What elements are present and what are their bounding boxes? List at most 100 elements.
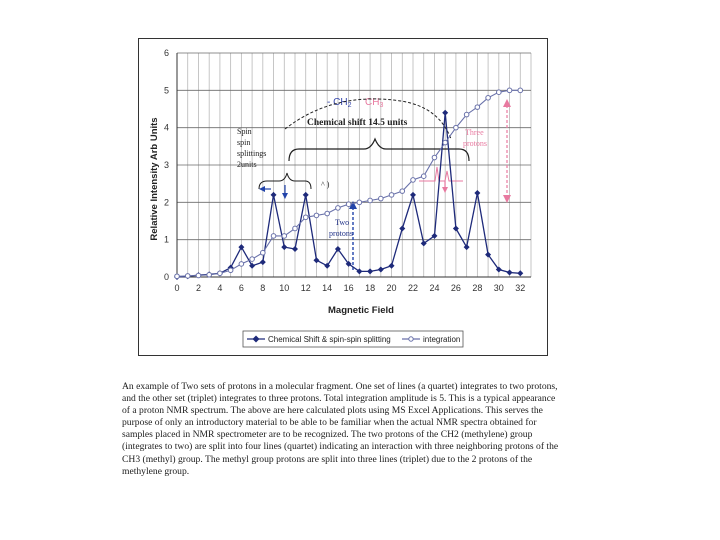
grid bbox=[176, 52, 532, 278]
chemical-shift-point bbox=[517, 270, 524, 277]
x-tick-label: 24 bbox=[429, 283, 439, 293]
y-tick-label: 4 bbox=[164, 123, 169, 133]
chemical-shift-label: Chemical shift 14.5 units bbox=[307, 118, 408, 128]
y-axis-title: Relative Intensity Arb Units bbox=[149, 117, 160, 240]
chemical-shift-point bbox=[345, 260, 352, 267]
chemical-shift-point bbox=[313, 257, 320, 264]
ch3-label: CH3 bbox=[365, 97, 383, 109]
legend-box bbox=[242, 330, 464, 348]
chemical-shift-point bbox=[281, 244, 288, 251]
integration-point bbox=[356, 199, 363, 206]
spin-label-3: splittings bbox=[237, 149, 266, 158]
x-tick-label: 2 bbox=[196, 283, 201, 293]
y-tick-label: 3 bbox=[164, 160, 169, 170]
integration-point bbox=[410, 177, 416, 183]
legend: Chemical Shift & spin-spin splitting int… bbox=[242, 330, 464, 348]
chemical-shift-point bbox=[506, 269, 513, 276]
integration-point bbox=[227, 267, 234, 274]
chemical-shift-point bbox=[485, 251, 492, 258]
y-tick-label: 6 bbox=[164, 48, 169, 58]
legend-label-integration: integration bbox=[423, 335, 460, 344]
integration-point bbox=[302, 214, 309, 221]
spin-arrow-head-left bbox=[259, 186, 265, 192]
integration-point bbox=[206, 271, 212, 278]
integration-point bbox=[485, 95, 491, 101]
integration-point bbox=[431, 154, 438, 161]
integration-point bbox=[388, 192, 395, 198]
integration-point bbox=[313, 212, 320, 219]
x-tick-label: 22 bbox=[408, 283, 418, 293]
x-axis-title: Magnetic Field bbox=[328, 305, 394, 316]
three-protons-label-1: Three bbox=[465, 128, 484, 137]
spin-brace bbox=[258, 172, 312, 190]
integration-point bbox=[260, 249, 266, 256]
x-tick-label: 28 bbox=[472, 283, 482, 293]
legend-marker-shift bbox=[252, 335, 260, 343]
integration-point bbox=[367, 197, 373, 204]
chemical-shift-point bbox=[452, 225, 459, 232]
y-tick-label: 0 bbox=[164, 272, 169, 282]
integration-point bbox=[453, 124, 459, 131]
chart-frame: 0 2 4 6 8 10 12 14 16 18 20 22 24 26 28 30 32 0 1 2 3 4 5 6 Mag… bbox=[138, 38, 548, 356]
chemical-shift-point bbox=[249, 262, 256, 269]
integration-point bbox=[517, 87, 524, 94]
chemical-shift-point bbox=[431, 232, 438, 239]
chemical-shift-point bbox=[238, 244, 245, 251]
three-protons-arrow-head-bottom bbox=[503, 195, 511, 203]
chemical-shift-point bbox=[377, 266, 384, 273]
shift-arc bbox=[284, 98, 452, 140]
chemical-shift-point bbox=[302, 191, 309, 198]
integration-point bbox=[420, 173, 427, 179]
x-tick-label: 12 bbox=[301, 283, 311, 293]
chemical-shift-point bbox=[259, 259, 266, 266]
integration-point bbox=[442, 139, 448, 146]
integration-point bbox=[217, 270, 223, 277]
two-protons-label-2: protons bbox=[329, 229, 353, 238]
integration-point bbox=[281, 233, 288, 239]
chemical-shift-point bbox=[420, 240, 427, 247]
chemical-shift-point bbox=[463, 244, 470, 251]
chemical-shift-point bbox=[356, 268, 363, 275]
integration-point bbox=[335, 205, 341, 211]
integration-point bbox=[324, 210, 330, 217]
x-tick-label: 6 bbox=[239, 283, 244, 293]
y-tick-label: 1 bbox=[164, 235, 169, 245]
chemical-shift-point bbox=[388, 262, 395, 269]
chemical-shift-point bbox=[410, 191, 416, 198]
spin-arrow-head-down bbox=[282, 193, 288, 199]
x-tick-label: 30 bbox=[494, 283, 504, 293]
integration-point bbox=[238, 261, 245, 267]
figure-caption: An example of Two sets of protons in a m… bbox=[122, 381, 559, 477]
x-tick-label: 14 bbox=[322, 283, 332, 293]
two-protons-label-1: Two bbox=[335, 218, 349, 227]
chemical-shift-point bbox=[292, 246, 298, 252]
small-paren: ^ ) bbox=[321, 180, 330, 189]
axes bbox=[176, 53, 531, 278]
series-layer bbox=[174, 87, 524, 280]
integration-point bbox=[249, 256, 255, 262]
chemical-shift-point bbox=[399, 225, 406, 232]
ch2-label: - CH2 bbox=[327, 97, 352, 109]
integration-point bbox=[399, 188, 406, 194]
chemical-shift-point bbox=[495, 266, 502, 273]
chemical-shift-point bbox=[334, 246, 341, 252]
integration-point bbox=[345, 201, 352, 207]
annotations: - CH2 CH3 Chemical shift 14.5 units Spin… bbox=[237, 97, 511, 272]
two-protons-arrow-head bbox=[349, 201, 357, 209]
x-tick-label: 10 bbox=[279, 283, 289, 293]
legend-marker-integration bbox=[408, 336, 414, 342]
integration-point bbox=[463, 111, 470, 118]
x-tick-label: 32 bbox=[515, 283, 525, 293]
integration-point bbox=[292, 225, 298, 232]
x-tick-label: 4 bbox=[217, 283, 222, 293]
integration-point bbox=[474, 104, 481, 110]
x-tick-label: 18 bbox=[365, 283, 375, 293]
integration-point bbox=[195, 272, 202, 279]
three-protons-arrow-head-top bbox=[503, 99, 511, 107]
integration-point bbox=[174, 273, 180, 280]
integration-point bbox=[506, 87, 513, 94]
integration-point bbox=[270, 233, 277, 239]
spin-label-2: spin bbox=[237, 138, 250, 147]
pink-down-arrow-head bbox=[442, 187, 448, 193]
